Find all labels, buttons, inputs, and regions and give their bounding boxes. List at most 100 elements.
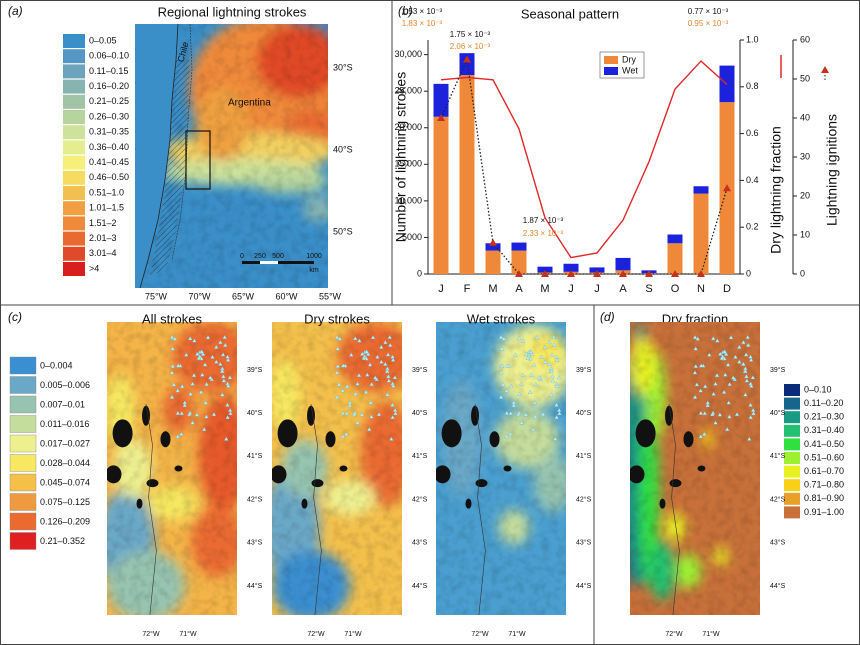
bar	[615, 257, 631, 271]
fire-point	[366, 427, 372, 431]
lat-label: 44°S	[576, 582, 592, 590]
fire-point	[550, 378, 556, 383]
fire-point	[553, 436, 558, 441]
fire-point	[218, 340, 223, 345]
scale-label: 0	[240, 253, 244, 260]
fire-point	[204, 414, 209, 419]
fire-point	[733, 354, 738, 359]
fire-point	[529, 372, 534, 377]
bar	[511, 250, 527, 274]
lake	[174, 465, 183, 472]
fire-point	[336, 382, 342, 387]
annotation: 0.95 × 10⁻³	[688, 19, 729, 28]
legend-swatch	[784, 384, 800, 396]
marker	[593, 270, 601, 277]
fire-point	[741, 340, 746, 345]
legend-swatch	[784, 397, 800, 410]
marker	[489, 238, 497, 246]
fire-point	[335, 346, 340, 351]
fire-point	[352, 412, 357, 417]
bar	[667, 234, 683, 244]
bar	[433, 116, 449, 274]
panel-tag: (b)	[398, 4, 413, 18]
fire-point	[516, 412, 521, 417]
legend-swatch	[784, 479, 800, 492]
fire-point	[728, 335, 734, 340]
lake	[146, 479, 159, 488]
fire-point	[737, 344, 742, 349]
legend-label: Wet	[622, 65, 638, 75]
legend-label: 0.41–0.50	[804, 439, 844, 449]
fire-point	[725, 362, 731, 367]
y-tick-label: 15,000	[394, 159, 422, 169]
annotation: 1.75 × 10⁻³	[450, 30, 491, 39]
fire-point	[741, 361, 746, 366]
legend-swatch	[63, 125, 85, 140]
lake	[272, 465, 287, 484]
fire-point	[383, 361, 388, 366]
annotation: 2.33 × 10⁻³	[523, 229, 564, 238]
x-tick-label: J	[568, 283, 574, 295]
scale-label: km	[309, 267, 319, 274]
annotation: 0.77 × 10⁻³	[688, 7, 729, 16]
lat-label: 39°S	[412, 366, 428, 374]
fire-point	[717, 351, 723, 356]
legend-marker	[821, 66, 829, 73]
bar	[485, 250, 501, 274]
fire-point	[347, 403, 352, 408]
fire-point	[170, 346, 175, 351]
fire-point	[698, 388, 703, 393]
legend-swatch	[9, 532, 37, 550]
fire-point	[220, 392, 225, 397]
legend-label: 0.005–0.006	[40, 380, 90, 390]
line	[440, 60, 728, 259]
panel-title: Wet strokes	[467, 311, 536, 326]
marker	[515, 270, 523, 277]
fire-point	[390, 357, 396, 362]
fire-point	[533, 381, 538, 386]
panel-title: Dry strokes	[304, 311, 370, 326]
fire-point	[748, 402, 753, 407]
border	[474, 403, 486, 615]
fire-point	[379, 359, 384, 364]
fire-point	[220, 369, 225, 374]
coast-hatch	[150, 60, 190, 276]
legend-label: 0.31–0.35	[89, 127, 129, 137]
x-tick-label: O	[671, 283, 680, 295]
lat-label: 39°S	[247, 366, 263, 374]
lon-label: 71°W	[508, 630, 526, 638]
fire-point	[513, 352, 518, 357]
y2-tick-label: 1.0	[746, 34, 759, 44]
fire-point	[554, 415, 559, 419]
lake	[136, 498, 143, 509]
legend-swatch	[9, 493, 37, 511]
fire-point	[751, 411, 756, 416]
fire-point	[375, 354, 380, 359]
fire-point	[391, 383, 396, 388]
fire-point	[225, 402, 230, 407]
fire-point	[743, 369, 748, 374]
annotation: 1.87 × 10⁻³	[523, 216, 564, 225]
panel-title: Regional lightning strokes	[158, 4, 307, 19]
fire-point	[747, 436, 752, 441]
lat-label: 43°S	[576, 539, 592, 547]
fire-point	[361, 355, 367, 360]
fire-point	[175, 410, 181, 415]
x-tick-label: A	[619, 283, 627, 295]
lake	[503, 465, 512, 472]
marker	[437, 114, 445, 121]
fire-point	[385, 352, 391, 357]
fire-point	[225, 415, 230, 419]
lat-label: 40°S	[770, 409, 786, 417]
legend-swatch	[9, 454, 37, 472]
lon-label: 60°W	[275, 291, 298, 301]
scale-label: 500	[272, 253, 284, 260]
fire-point	[504, 388, 509, 393]
annotation: 1.83 × 10⁻³	[402, 19, 443, 28]
fire-point	[702, 431, 707, 436]
fire-point	[534, 335, 540, 340]
fire-point	[715, 338, 720, 343]
y2-tick-label: 0	[746, 268, 751, 278]
fire-point	[369, 414, 374, 419]
legend-swatch	[63, 64, 85, 79]
